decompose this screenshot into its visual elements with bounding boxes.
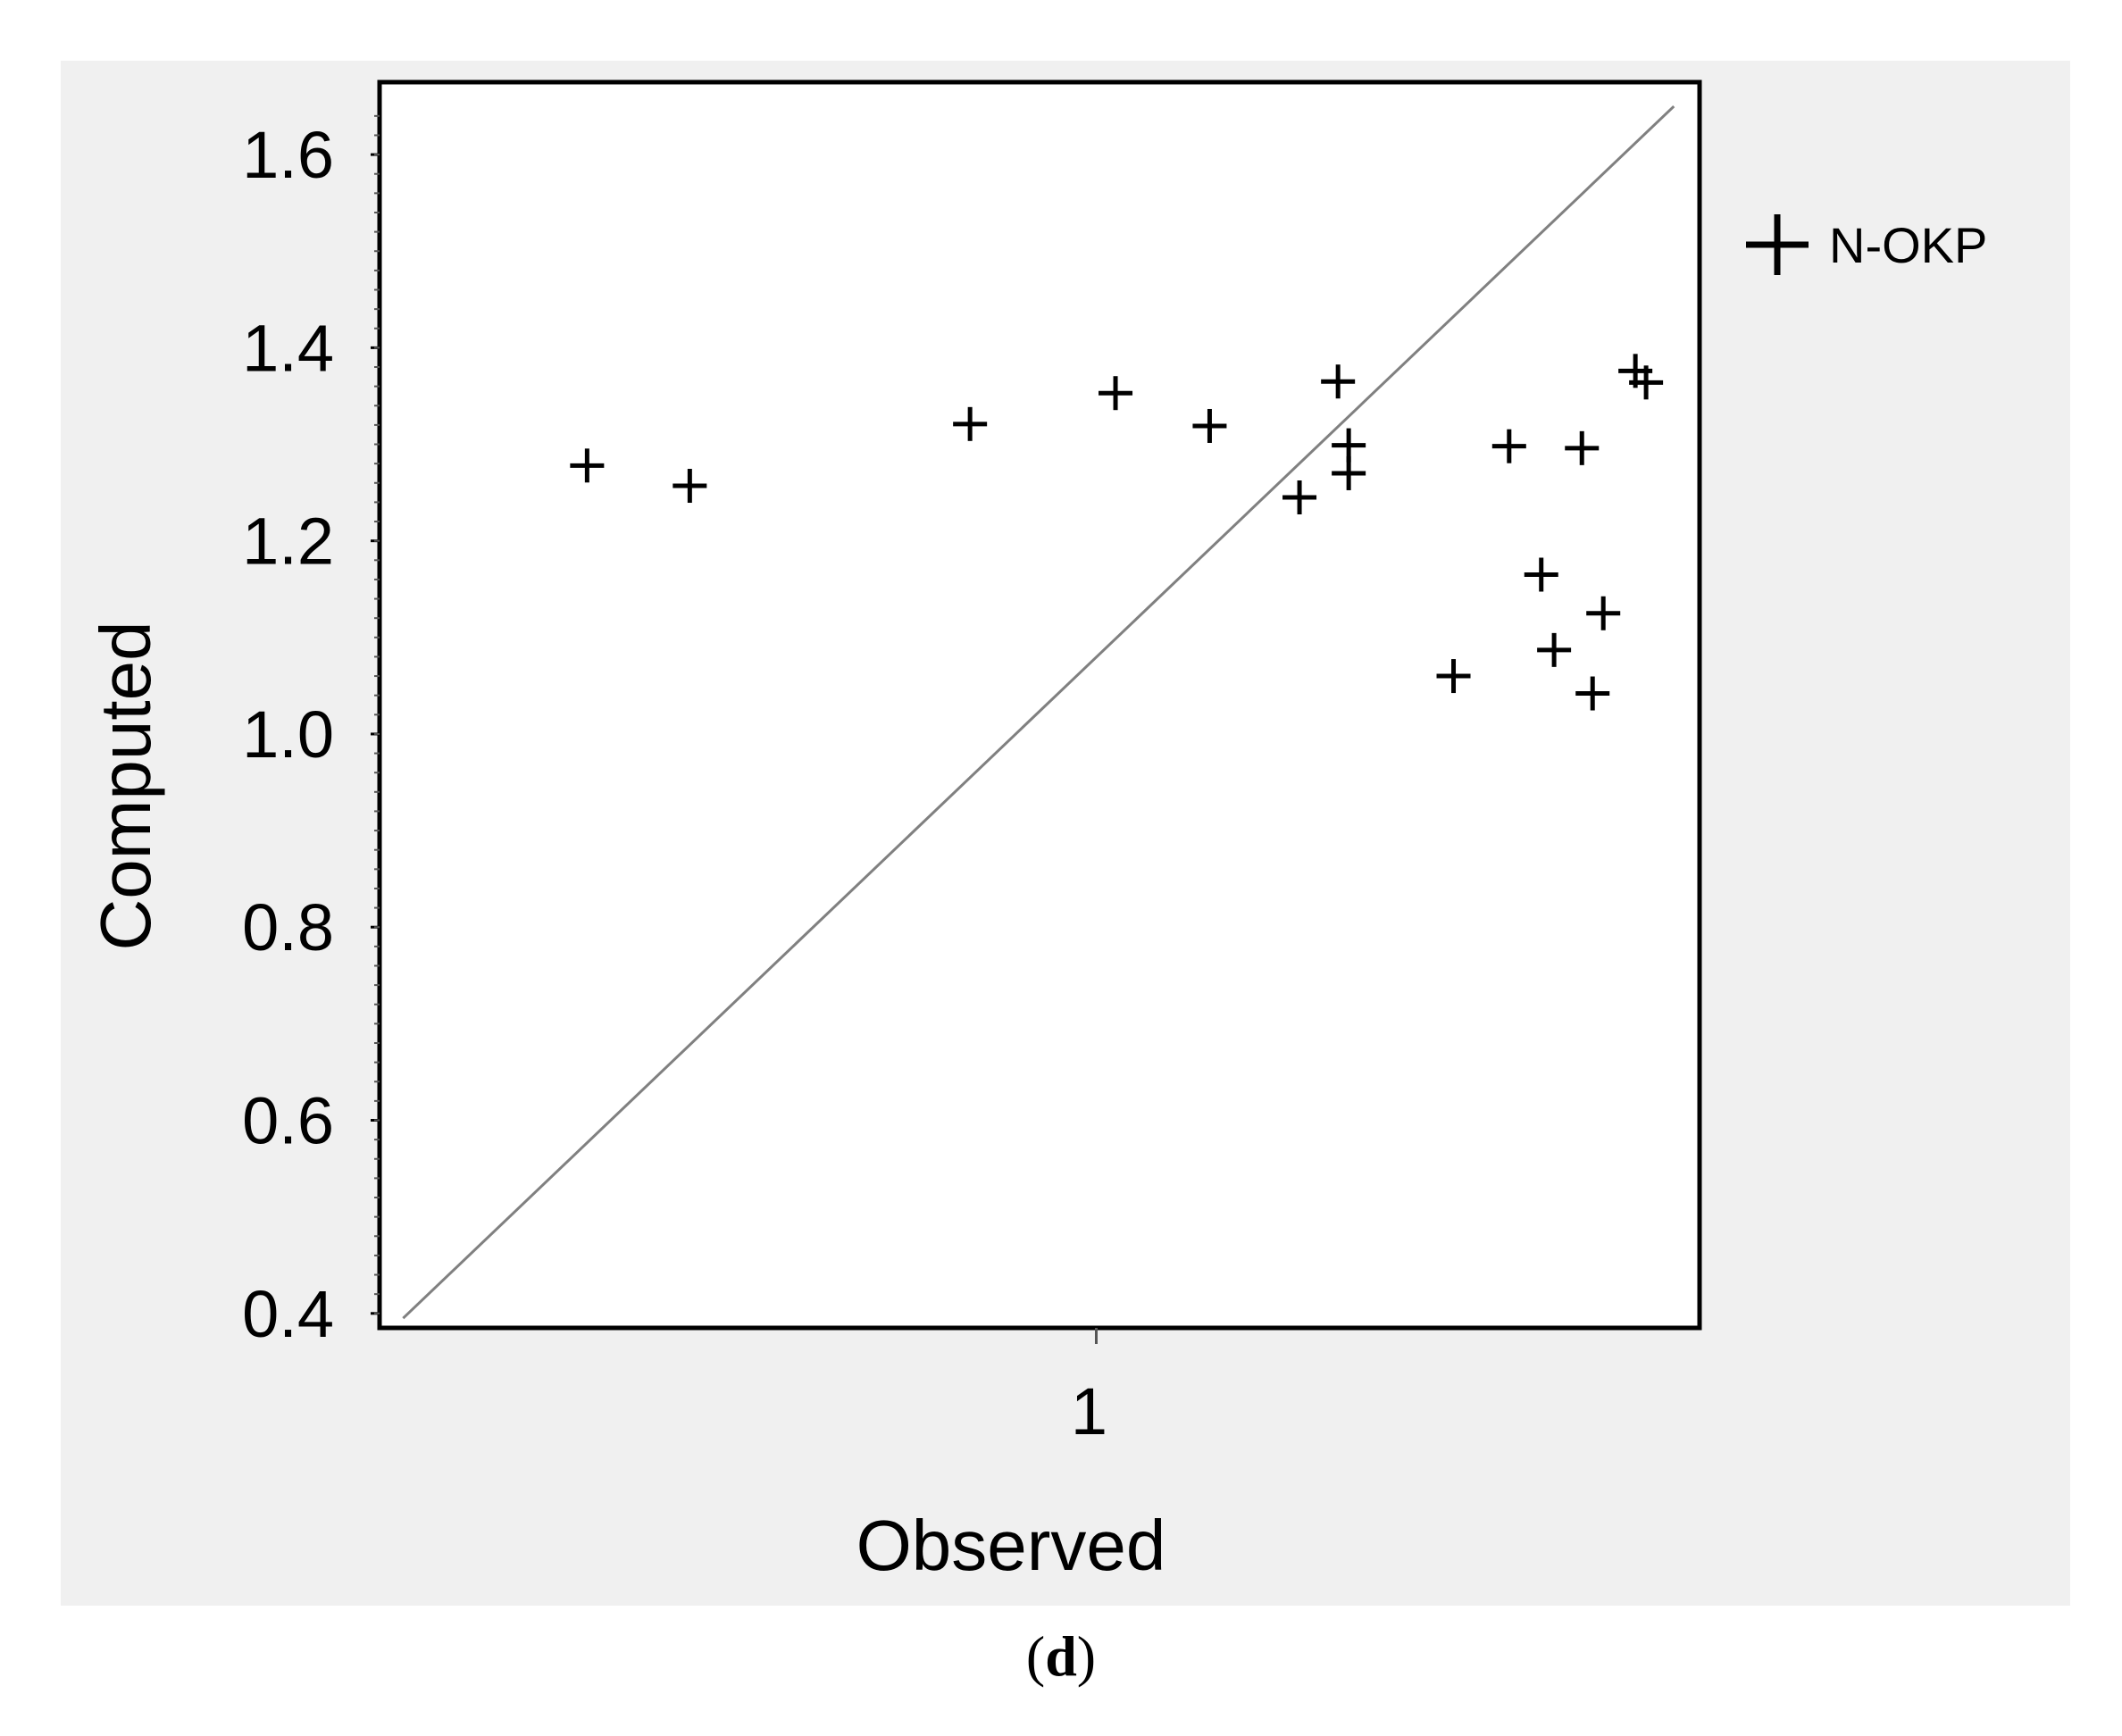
data-point-3 bbox=[1099, 376, 1133, 411]
data-point-13 bbox=[1565, 430, 1600, 465]
data-point-14 bbox=[1575, 676, 1610, 711]
data-point-4 bbox=[1192, 408, 1227, 443]
data-point-15 bbox=[1586, 596, 1621, 630]
y-tick-label: 0.6 bbox=[242, 1084, 334, 1158]
y-axis-label: Computed bbox=[86, 621, 165, 950]
legend: N-OKP bbox=[1746, 214, 1987, 275]
y-tick-label: 0.4 bbox=[242, 1277, 334, 1351]
panel-label-open: ( bbox=[1025, 1624, 1046, 1688]
y-tick-label: 1.2 bbox=[242, 505, 334, 579]
panel-label-letter: d bbox=[1045, 1624, 1077, 1688]
data-point-17 bbox=[1629, 365, 1664, 400]
data-point-5 bbox=[1282, 480, 1317, 514]
y-tick-label: 1.6 bbox=[242, 118, 334, 192]
legend-marker-icon bbox=[1746, 214, 1809, 275]
legend-label: N-OKP bbox=[1829, 217, 1987, 273]
data-point-10 bbox=[1491, 429, 1526, 463]
data-point-12 bbox=[1537, 632, 1572, 667]
y-tick-label: 1.0 bbox=[242, 697, 334, 772]
data-point-11 bbox=[1524, 557, 1558, 592]
data-point-9 bbox=[1436, 659, 1471, 694]
data-point-2 bbox=[953, 406, 988, 441]
data-point-8 bbox=[1332, 455, 1366, 490]
plot-frame bbox=[377, 79, 1702, 1331]
data-point-0 bbox=[570, 448, 605, 483]
x-axis-label: Observed bbox=[856, 1506, 1166, 1585]
x-tick-label: 1 bbox=[1071, 1374, 1107, 1448]
y-tick-label: 0.8 bbox=[242, 890, 334, 964]
panel-label-close: ) bbox=[1076, 1624, 1097, 1688]
data-point-1 bbox=[673, 469, 707, 504]
reference-line bbox=[402, 104, 1675, 1320]
data-point-6 bbox=[1321, 364, 1356, 399]
y-tick-label: 1.4 bbox=[242, 311, 334, 385]
panel-label: (d) bbox=[0, 1623, 2122, 1690]
